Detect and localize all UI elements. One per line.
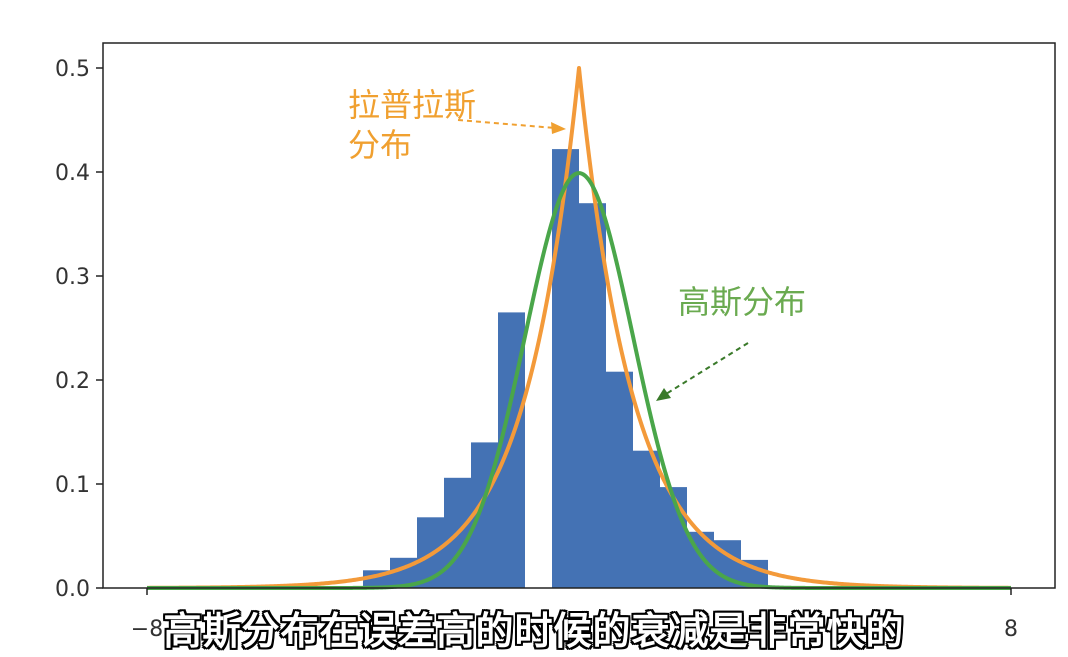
y-tick-label: 0.0	[55, 577, 90, 602]
x-tick-label: −8	[131, 617, 163, 642]
histogram-bar	[552, 149, 579, 588]
histogram-bar	[633, 450, 660, 588]
laplace-annotation-line2: 分布	[348, 126, 412, 164]
laplace-curve	[146, 66, 1012, 590]
subtitle-caption: 高斯分布在误差高的时候的衰减是非常快的	[163, 609, 905, 653]
histogram-bar	[606, 371, 633, 588]
laplace-arrow	[457, 119, 556, 129]
gauss-annotation: 高斯分布	[678, 283, 806, 321]
y-axis: 0.0 0.1 0.2 0.3 0.4 0.5	[55, 57, 103, 602]
y-tick-label: 0.2	[55, 369, 90, 394]
histogram-bar	[579, 203, 606, 588]
histogram-bars	[363, 149, 768, 588]
y-tick-label: 0.3	[55, 265, 90, 290]
laplace-arrowhead	[551, 122, 566, 134]
x-tick-label: 8	[1004, 617, 1018, 642]
y-tick-label: 0.1	[55, 473, 90, 498]
plot-frame	[102, 42, 1056, 589]
gauss-arrow	[665, 342, 749, 395]
y-tick-label: 0.4	[55, 161, 90, 186]
x-axis: −8 8	[131, 588, 1018, 642]
laplace-annotation-line1: 拉普拉斯	[348, 86, 476, 124]
y-tick-label: 0.5	[55, 57, 90, 82]
gauss-arrowhead	[656, 388, 671, 401]
